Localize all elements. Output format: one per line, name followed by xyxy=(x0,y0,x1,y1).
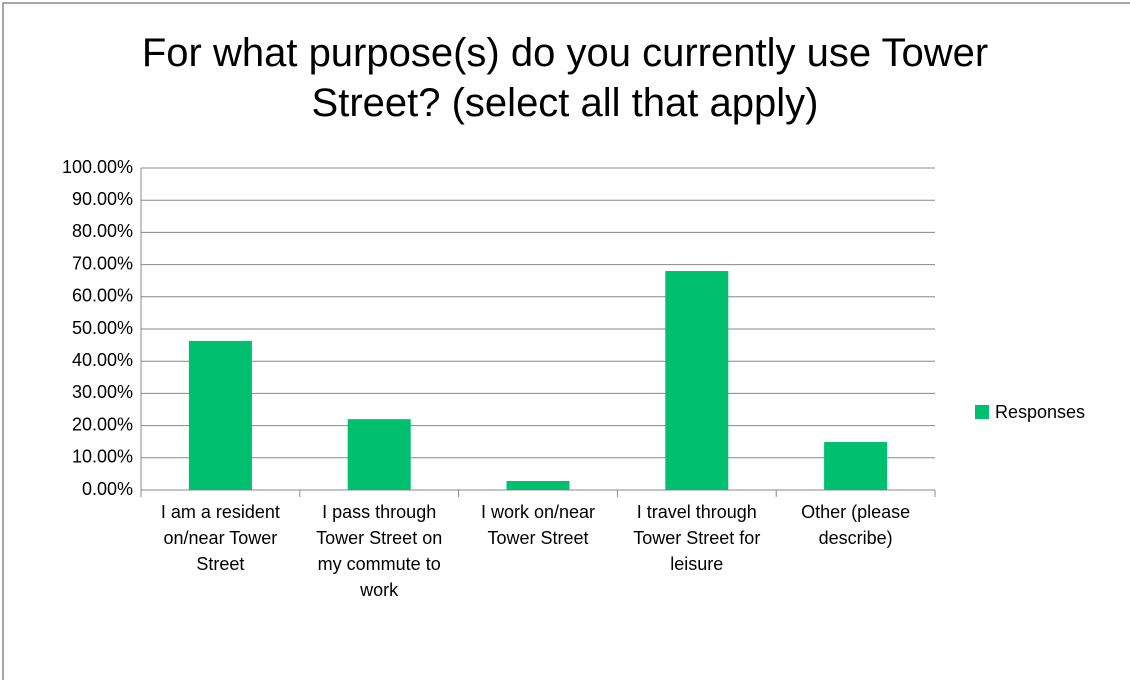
y-tick-label: 60.00% xyxy=(72,286,133,306)
y-tick-label: 70.00% xyxy=(72,253,133,273)
chart-title: For what purpose(s) do you currently use… xyxy=(141,31,989,125)
x-tick-label: I pass through Tower Street on my commut… xyxy=(316,502,443,600)
y-tick-label: 100.00% xyxy=(62,157,133,177)
bar xyxy=(347,419,411,490)
bar xyxy=(188,340,252,490)
y-tick-label: 0.00% xyxy=(82,479,133,499)
bar xyxy=(824,442,888,490)
legend-label: Responses xyxy=(995,402,1085,422)
x-tick-label: Other (please describe) xyxy=(801,502,911,548)
x-tick-label: I am a resident on/near Tower Street xyxy=(160,502,280,574)
y-tick-label: 50.00% xyxy=(72,318,133,338)
x-tick-label: I travel through Tower Street for leisur… xyxy=(633,502,761,574)
y-tick-label: 10.00% xyxy=(72,447,133,467)
y-tick-label: 20.00% xyxy=(72,414,133,434)
legend-swatch xyxy=(975,405,989,419)
bar xyxy=(665,271,729,490)
y-tick-label: 40.00% xyxy=(72,350,133,370)
bar xyxy=(506,480,570,490)
y-tick-label: 80.00% xyxy=(72,221,133,241)
x-tick-label: I work on/near Tower Street xyxy=(480,502,596,548)
y-tick-label: 30.00% xyxy=(72,382,133,402)
y-tick-label: 90.00% xyxy=(72,189,133,209)
